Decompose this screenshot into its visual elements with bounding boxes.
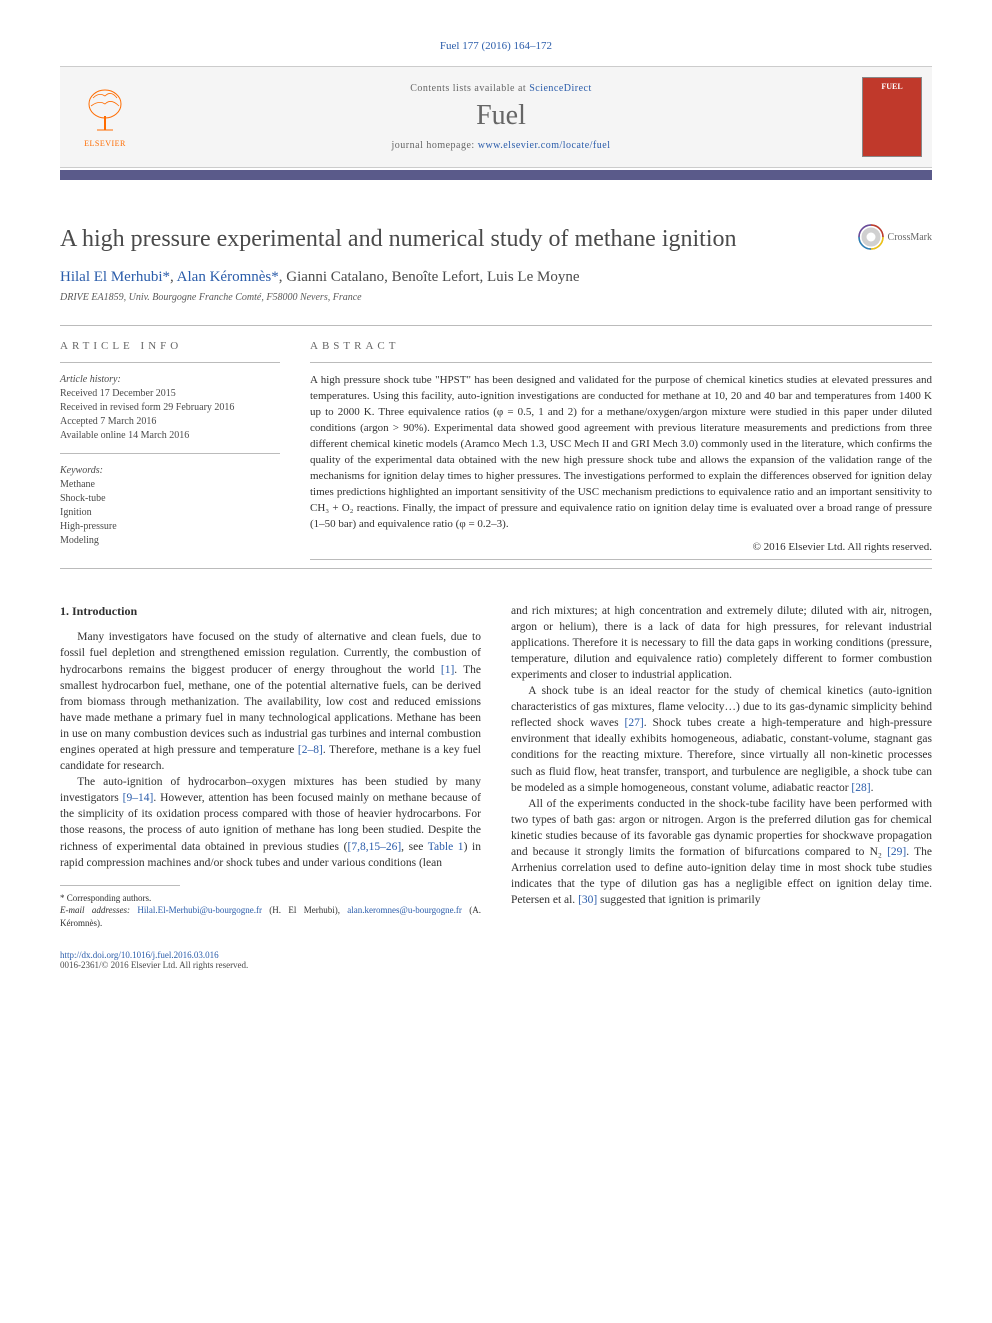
abstract-label: ABSTRACT (310, 340, 932, 352)
corresponding-authors: * Corresponding authors. E-mail addresse… (60, 892, 481, 930)
email-link[interactable]: Hilal.El-Merhubi@u-bourgogne.fr (137, 905, 262, 915)
email-link[interactable]: alan.keromnes@u-bourgogne.fr (347, 905, 462, 915)
article-info-label: ARTICLE INFO (60, 340, 280, 352)
contents-text: Contents lists available at (410, 83, 529, 94)
email-label: E-mail addresses: (60, 905, 130, 915)
cover-thumb-title: FUEL (881, 82, 902, 91)
keyword: Ignition (60, 506, 280, 520)
keyword: Shock-tube (60, 492, 280, 506)
article-title: A high pressure experimental and numeric… (60, 224, 737, 255)
email-name: (H. El Merhubi), (262, 905, 347, 915)
homepage-link[interactable]: www.elsevier.com/locate/fuel (478, 140, 611, 151)
doi-link[interactable]: http://dx.doi.org/10.1016/j.fuel.2016.03… (60, 950, 219, 960)
keyword: Modeling (60, 534, 280, 548)
crossmark-label: CrossMark (888, 232, 932, 243)
crossmark-icon (858, 224, 884, 250)
citation-link[interactable]: [9–14] (123, 792, 154, 804)
banner-center: Contents lists available at ScienceDirec… (140, 83, 862, 151)
article-info-column: ARTICLE INFO Article history: Received 1… (60, 340, 280, 559)
body-paragraph: All of the experiments conducted in the … (511, 796, 932, 909)
publisher-logo: ELSEVIER (70, 77, 140, 157)
homepage-label: journal homepage: (392, 140, 478, 151)
journal-homepage: journal homepage: www.elsevier.com/locat… (140, 140, 862, 151)
history-received: Received 17 December 2015 (60, 387, 280, 401)
history-label: Article history: (60, 373, 280, 387)
author-name: Luis Le Moyne (487, 269, 579, 285)
citation-link[interactable]: [28] (851, 782, 870, 794)
table-ref-link[interactable]: Table 1 (428, 841, 464, 853)
contents-available: Contents lists available at ScienceDirec… (140, 83, 862, 94)
accent-bar (60, 170, 932, 180)
body-columns: 1. Introduction Many investigators have … (60, 603, 932, 930)
author-link[interactable]: Hilal El Merhubi (60, 269, 162, 285)
elsevier-tree-icon (83, 86, 127, 136)
history-online: Available online 14 March 2016 (60, 429, 280, 443)
journal-reference: Fuel 177 (2016) 164–172 (60, 40, 932, 52)
journal-banner: ELSEVIER Contents lists available at Sci… (60, 66, 932, 168)
section-heading: 1. Introduction (60, 603, 481, 620)
sep: , (170, 269, 177, 285)
issn-copyright: 0016-2361/© 2016 Elsevier Ltd. All right… (60, 960, 932, 970)
history-revised: Received in revised form 29 February 201… (60, 401, 280, 415)
author-link[interactable]: Alan Kéromnès (177, 269, 272, 285)
citation-link[interactable]: [7,8,15–26] (347, 841, 401, 853)
sep: , (480, 269, 488, 285)
author-name: Benoîte Lefort (392, 269, 480, 285)
keyword: High-pressure (60, 520, 280, 534)
left-column: 1. Introduction Many investigators have … (60, 603, 481, 930)
abstract-column: ABSTRACT A high pressure shock tube "HPS… (310, 340, 932, 559)
divider (60, 362, 280, 363)
right-column: and rich mixtures; at high concentration… (511, 603, 932, 930)
corr-star: * (162, 269, 170, 285)
abstract-copyright: © 2016 Elsevier Ltd. All rights reserved… (310, 541, 932, 553)
author-name: Gianni Catalano (286, 269, 384, 285)
citation-link[interactable]: [1] (441, 664, 454, 676)
corr-star: * (271, 269, 279, 285)
divider (310, 559, 932, 560)
body-paragraph: Many investigators have focused on the s… (60, 629, 481, 774)
divider (60, 325, 932, 326)
journal-name: Fuel (140, 100, 862, 132)
history-accepted: Accepted 7 March 2016 (60, 415, 280, 429)
citation-link[interactable]: [29] (887, 846, 906, 858)
citation-link[interactable]: [27] (625, 717, 644, 729)
journal-cover-thumb: FUEL (862, 77, 922, 157)
corr-label: * Corresponding authors. (60, 892, 481, 905)
footnote-divider (60, 885, 180, 886)
keyword: Methane (60, 478, 280, 492)
body-paragraph: and rich mixtures; at high concentration… (511, 603, 932, 683)
body-paragraph: The auto-ignition of hydrocarbon–oxygen … (60, 774, 481, 871)
citation-link[interactable]: [2–8] (298, 744, 323, 756)
divider (60, 568, 932, 569)
article-history: Article history: Received 17 December 20… (60, 373, 280, 454)
crossmark-badge[interactable]: CrossMark (858, 224, 932, 250)
sciencedirect-link[interactable]: ScienceDirect (529, 83, 592, 94)
divider (310, 362, 932, 363)
authors-line: Hilal El Merhubi*, Alan Kéromnès*, Giann… (60, 269, 932, 286)
keywords-label: Keywords: (60, 464, 280, 478)
affiliation: DRIVE EA1859, Univ. Bourgogne Franche Co… (60, 292, 932, 303)
body-paragraph: A shock tube is an ideal reactor for the… (511, 683, 932, 796)
publisher-name: ELSEVIER (84, 139, 126, 148)
corr-emails: E-mail addresses: Hilal.El-Merhubi@u-bou… (60, 904, 481, 929)
doi-line: http://dx.doi.org/10.1016/j.fuel.2016.03… (60, 950, 932, 960)
sep: , (384, 269, 392, 285)
keywords-block: Keywords: Methane Shock-tube Ignition Hi… (60, 464, 280, 548)
citation-link[interactable]: [30] (578, 894, 597, 906)
abstract-text: A high pressure shock tube "HPST" has be… (310, 373, 932, 532)
